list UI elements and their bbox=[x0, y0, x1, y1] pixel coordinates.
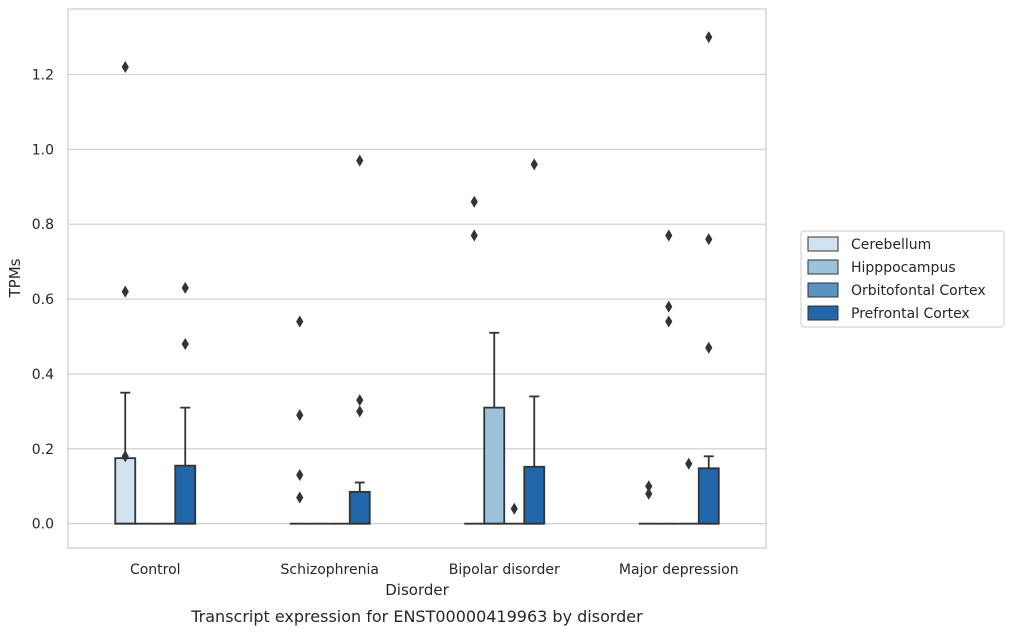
x-tick-label: Schizophrenia bbox=[281, 562, 379, 578]
box-prefrontal-cortex bbox=[697, 31, 720, 525]
y-tick-labels: 0.0 0.2 0.4 0.6 0.8 1.0 1.2 bbox=[32, 68, 54, 533]
y-tick-label: 1.2 bbox=[32, 68, 54, 84]
plot-frame bbox=[67, 8, 767, 549]
legend-label: Prefrontal Cortex bbox=[851, 306, 970, 322]
box-prefrontal-cortex bbox=[523, 158, 546, 525]
legend-swatch bbox=[807, 305, 839, 321]
outlier-point bbox=[296, 469, 304, 482]
outlier-point bbox=[645, 487, 653, 500]
box-cerebellum bbox=[464, 195, 485, 525]
box-cerebellum bbox=[638, 480, 659, 525]
y-tick-label: 0.0 bbox=[32, 517, 54, 533]
box-hipppocampus bbox=[483, 331, 506, 525]
legend-label: Cerebellum bbox=[851, 237, 931, 253]
box-orbitofontal-cortex bbox=[504, 502, 525, 525]
outlier-point bbox=[121, 61, 129, 74]
x-tick-label: Control bbox=[130, 562, 181, 578]
outlier-point bbox=[121, 450, 129, 463]
legend: Cerebellum Hipppocampus Orbitofontal Corte… bbox=[800, 230, 1005, 328]
outlier-point bbox=[470, 229, 478, 242]
outlier-point bbox=[470, 195, 478, 208]
box-prefrontal-cortex bbox=[348, 154, 371, 525]
box-body bbox=[174, 464, 197, 525]
y-tick-label: 1.0 bbox=[32, 142, 54, 158]
x-tick-labels: Control Schizophrenia Bipolar disorder Majo… bbox=[130, 562, 739, 578]
outlier-point bbox=[705, 341, 713, 354]
outlier-point bbox=[705, 31, 713, 44]
y-tick-label: 0.2 bbox=[32, 442, 54, 458]
legend-swatch bbox=[807, 282, 839, 298]
box-hipppocampus bbox=[658, 229, 679, 525]
outlier-point bbox=[645, 480, 653, 493]
box-body bbox=[523, 465, 546, 525]
box-body bbox=[348, 490, 371, 525]
legend-swatch bbox=[807, 236, 839, 252]
plot-background bbox=[68, 9, 766, 548]
box-series bbox=[114, 31, 720, 525]
x-tick-label: Bipolar disorder bbox=[449, 562, 560, 578]
box-orbitofontal-cortex bbox=[678, 457, 699, 525]
box-cerebellum bbox=[114, 61, 137, 525]
outlier-point bbox=[181, 281, 189, 294]
box-body bbox=[483, 406, 506, 525]
x-axis-title: Disorder bbox=[385, 581, 449, 599]
outlier-point bbox=[685, 457, 693, 470]
legend-frame bbox=[800, 230, 1005, 328]
box-body bbox=[114, 457, 137, 525]
outlier-point bbox=[510, 502, 518, 515]
box-body bbox=[697, 467, 720, 525]
y-tick-label: 0.4 bbox=[32, 367, 54, 383]
outlier-point bbox=[530, 158, 538, 171]
outlier-point bbox=[665, 300, 673, 313]
outlier-point bbox=[121, 285, 129, 298]
legend-swatch bbox=[807, 259, 839, 275]
box-cerebellum bbox=[289, 315, 310, 525]
outlier-point bbox=[296, 315, 304, 328]
outlier-point bbox=[705, 233, 713, 246]
chart-caption: Transcript expression for ENST0000041996… bbox=[190, 607, 643, 626]
y-axis-title: TPMs bbox=[6, 258, 24, 298]
outlier-point bbox=[356, 405, 364, 418]
x-tick-label: Major depression bbox=[619, 562, 739, 578]
outlier-point bbox=[296, 491, 304, 504]
y-tick-label: 0.8 bbox=[32, 217, 54, 233]
gridlines bbox=[68, 73, 766, 525]
outlier-point bbox=[181, 338, 189, 351]
legend-label: Hipppocampus bbox=[851, 260, 956, 276]
outlier-point bbox=[356, 394, 364, 407]
outlier-point bbox=[296, 409, 304, 422]
legend-label: Orbitofontal Cortex bbox=[851, 283, 986, 299]
outlier-point bbox=[665, 229, 673, 242]
outlier-point bbox=[356, 154, 364, 167]
y-tick-label: 0.6 bbox=[32, 292, 54, 308]
outlier-point bbox=[665, 315, 673, 328]
box-prefrontal-cortex bbox=[174, 281, 197, 525]
